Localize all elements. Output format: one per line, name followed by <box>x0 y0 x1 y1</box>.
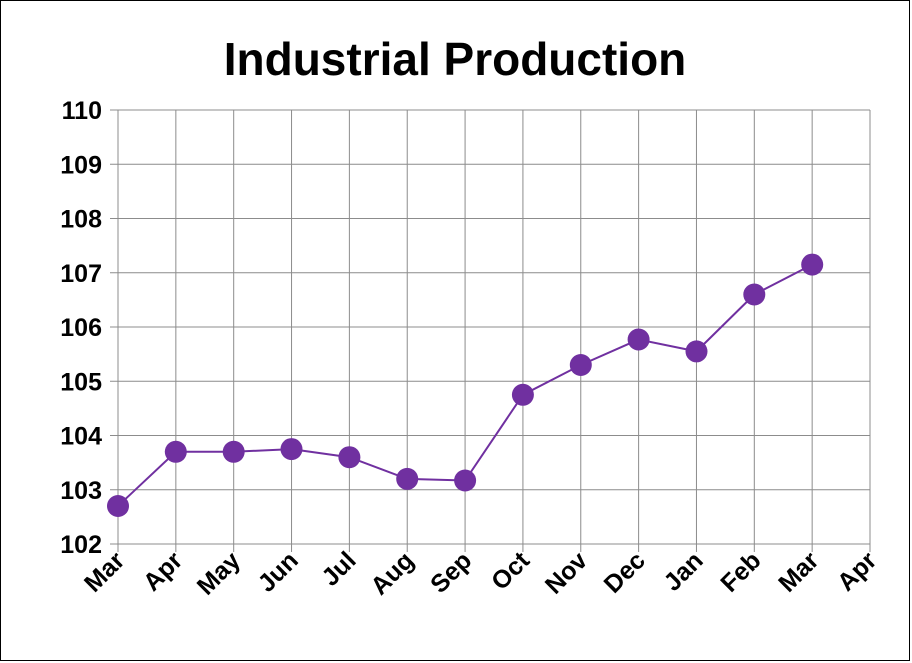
x-tick-label: Jun <box>253 546 304 597</box>
x-tick-label: May <box>192 546 246 600</box>
x-tick-label: Jan <box>658 546 708 596</box>
data-point <box>685 340 708 363</box>
series <box>107 253 824 517</box>
x-tick-label: Jul <box>316 546 361 591</box>
y-tick-label: 105 <box>60 368 102 396</box>
x-tick-label: Nov <box>540 546 593 599</box>
grid <box>117 109 871 545</box>
data-point <box>164 440 187 463</box>
x-tick-label: Oct <box>486 546 536 596</box>
x-axis: Mar Apr May Jun Jul Aug Sep Oct Nov Dec Jan Feb Mar A… <box>79 543 882 601</box>
data-point <box>569 354 592 376</box>
x-tick-label: Mar <box>773 546 824 597</box>
x-tick-label: Sep <box>425 546 477 598</box>
y-tick-label: 102 <box>60 531 102 559</box>
data-point <box>627 328 650 351</box>
y-tick-label: 110 <box>62 97 102 125</box>
y-tick-label: 109 <box>60 151 102 179</box>
data-point <box>280 438 303 461</box>
data-point <box>222 440 245 463</box>
chart-title: Industrial Production <box>224 33 687 85</box>
data-point <box>338 446 361 469</box>
x-tick-label: Aug <box>365 546 419 600</box>
data-point <box>743 283 766 306</box>
x-tick-label: Dec <box>599 546 651 598</box>
x-tick-label: Apr <box>832 546 882 596</box>
data-point <box>511 383 534 406</box>
x-tick-label: Feb <box>715 546 766 597</box>
data-point <box>396 467 419 490</box>
data-point <box>801 253 824 276</box>
x-tick-label: Apr <box>138 546 188 596</box>
y-tick-label: 107 <box>60 260 102 288</box>
y-tick-label: 106 <box>60 314 102 342</box>
y-tick-label: 103 <box>60 477 102 505</box>
y-axis: 102 103 104 105 106 107 108 109 110 <box>60 97 119 559</box>
y-tick-label: 108 <box>60 206 102 234</box>
data-point <box>454 469 477 492</box>
data-point <box>107 495 129 517</box>
y-tick-label: 104 <box>60 423 102 451</box>
